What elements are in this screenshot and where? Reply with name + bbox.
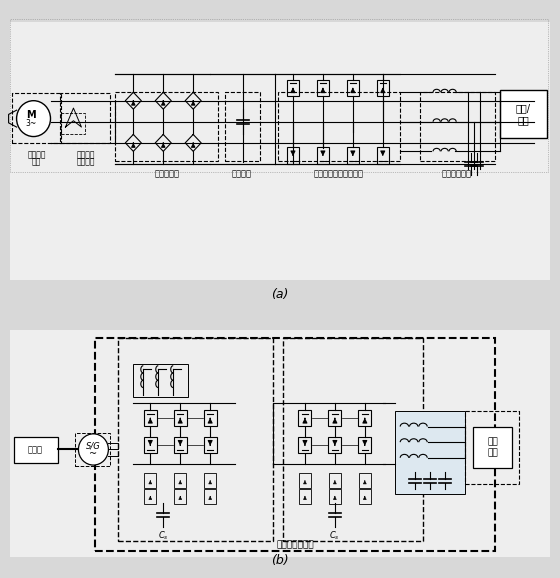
Bar <box>299 489 311 503</box>
Text: 三相四桥臂逆变级电路: 三相四桥臂逆变级电路 <box>314 169 364 178</box>
Bar <box>278 92 400 161</box>
Bar <box>328 438 342 453</box>
Bar <box>465 411 520 484</box>
Bar <box>174 473 186 488</box>
Bar <box>10 20 548 172</box>
Text: 压敏电阻: 压敏电阻 <box>76 150 95 160</box>
Bar <box>329 473 341 488</box>
Text: $C_s$: $C_s$ <box>329 529 340 542</box>
Text: 电源
负载: 电源 负载 <box>487 438 498 457</box>
Bar <box>299 473 311 488</box>
Bar <box>287 80 299 97</box>
Bar <box>329 489 341 503</box>
Text: (a): (a) <box>271 288 289 301</box>
Bar <box>76 433 110 466</box>
Text: 电源/
负载: 电源/ 负载 <box>516 103 531 125</box>
Bar <box>119 339 272 540</box>
Bar <box>118 338 273 541</box>
Bar <box>133 364 188 398</box>
Bar <box>62 113 86 135</box>
Text: (b): (b) <box>271 554 289 567</box>
Bar <box>144 489 156 503</box>
Circle shape <box>78 434 109 465</box>
Bar <box>377 147 389 164</box>
Bar <box>287 147 299 164</box>
Bar <box>419 92 494 161</box>
Bar <box>347 147 359 164</box>
Bar <box>359 473 371 488</box>
Bar <box>358 438 371 453</box>
Bar <box>144 410 157 426</box>
Bar <box>395 411 465 494</box>
Bar <box>204 489 216 503</box>
Text: 保护电路: 保护电路 <box>76 158 95 166</box>
Text: $C_s$: $C_s$ <box>158 529 169 542</box>
Bar <box>10 330 550 557</box>
Text: ~: ~ <box>90 449 97 458</box>
Bar <box>204 410 217 426</box>
Bar <box>317 147 329 164</box>
Bar <box>144 438 157 453</box>
Bar <box>10 21 550 280</box>
Bar <box>95 338 494 551</box>
Text: 无刷直流: 无刷直流 <box>27 150 46 160</box>
Bar <box>174 410 186 426</box>
Bar <box>359 489 371 503</box>
Bar <box>204 473 216 488</box>
Bar <box>377 80 389 97</box>
Bar <box>284 339 422 540</box>
Bar <box>473 427 512 468</box>
Bar <box>317 80 329 97</box>
Text: 输出滤波电路: 输出滤波电路 <box>442 169 472 178</box>
Text: M: M <box>26 110 35 120</box>
Text: 原动机: 原动机 <box>28 445 43 454</box>
Bar <box>204 438 217 453</box>
Bar <box>12 93 62 143</box>
Bar <box>60 93 110 143</box>
Text: 整流级电路: 整流级电路 <box>155 169 180 178</box>
Bar <box>225 92 260 161</box>
Bar <box>174 438 186 453</box>
Text: 3~: 3~ <box>25 120 36 128</box>
Text: 双级矩阵变换器: 双级矩阵变换器 <box>276 540 314 549</box>
Bar <box>328 410 342 426</box>
Circle shape <box>17 101 50 136</box>
Bar <box>500 90 548 138</box>
Bar <box>358 410 371 426</box>
Bar <box>298 410 311 426</box>
Text: S/G: S/G <box>86 442 101 451</box>
Bar <box>174 489 186 503</box>
Text: 滤波电路: 滤波电路 <box>232 169 252 178</box>
Bar <box>13 437 58 463</box>
Bar <box>115 92 218 161</box>
Bar <box>283 338 423 541</box>
Text: 电机: 电机 <box>32 158 41 166</box>
Bar <box>347 80 359 97</box>
Bar <box>298 438 311 453</box>
Bar <box>144 473 156 488</box>
